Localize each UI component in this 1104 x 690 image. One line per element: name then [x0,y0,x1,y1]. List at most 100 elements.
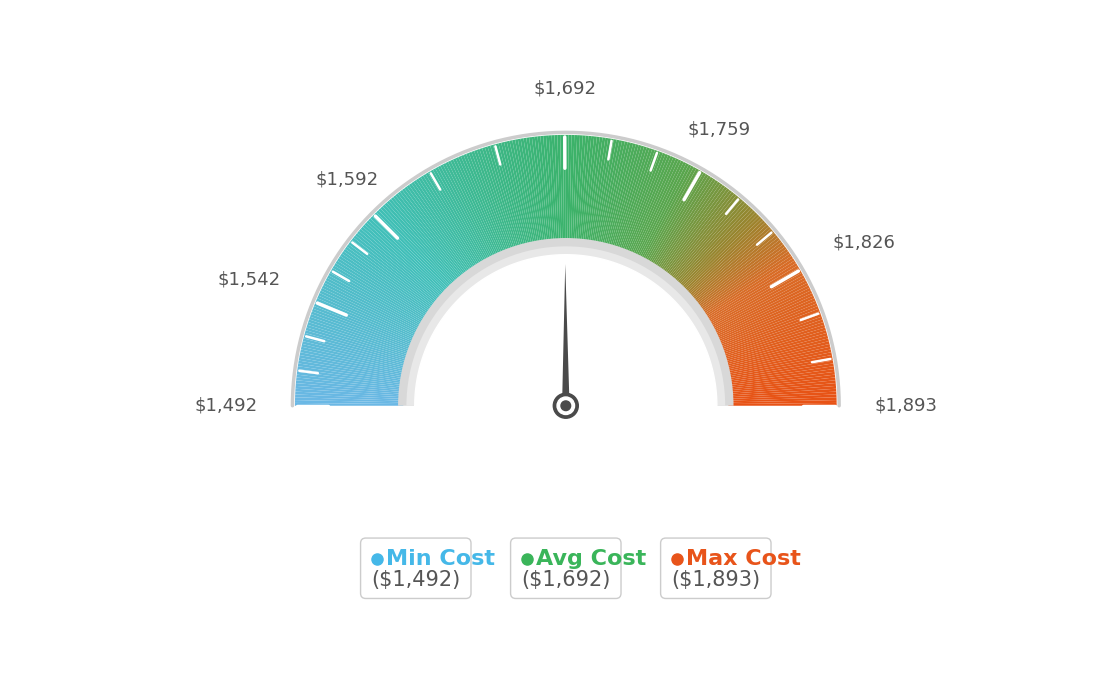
Text: $1,542: $1,542 [217,270,280,288]
Wedge shape [382,204,457,286]
Wedge shape [297,375,404,388]
Wedge shape [534,137,549,244]
Wedge shape [713,290,813,338]
Wedge shape [512,139,535,246]
Wedge shape [605,143,634,248]
Wedge shape [615,147,649,251]
Wedge shape [357,231,442,302]
Text: ($1,893): ($1,893) [671,570,761,590]
Circle shape [553,393,578,418]
Wedge shape [307,325,411,359]
Wedge shape [352,237,438,306]
Wedge shape [321,288,420,337]
Wedge shape [592,138,611,246]
Wedge shape [299,358,406,379]
Wedge shape [367,220,447,296]
Wedge shape [458,156,502,257]
Wedge shape [296,386,404,395]
Wedge shape [660,185,725,274]
Wedge shape [593,139,614,246]
Wedge shape [418,177,479,270]
Wedge shape [728,380,836,392]
Wedge shape [296,383,404,394]
Wedge shape [330,270,425,326]
Wedge shape [298,361,405,380]
Wedge shape [708,273,803,328]
Wedge shape [651,175,711,268]
Wedge shape [602,141,628,248]
Wedge shape [299,355,406,377]
Wedge shape [433,168,488,264]
Wedge shape [443,163,493,261]
Wedge shape [438,166,490,262]
Wedge shape [370,216,449,293]
Wedge shape [329,273,424,328]
Wedge shape [335,263,427,322]
Wedge shape [688,226,771,299]
Wedge shape [421,175,480,268]
Wedge shape [639,164,691,262]
Wedge shape [316,298,416,343]
Wedge shape [453,158,500,258]
Wedge shape [305,331,410,362]
Wedge shape [595,139,616,246]
Wedge shape [567,135,572,244]
Wedge shape [678,210,755,290]
Wedge shape [331,268,426,324]
Wedge shape [406,185,471,274]
Wedge shape [532,137,548,244]
Wedge shape [558,135,562,244]
Wedge shape [715,298,816,343]
Wedge shape [296,377,404,391]
Wedge shape [318,293,418,339]
Wedge shape [599,141,625,247]
Wedge shape [729,400,837,404]
Wedge shape [630,157,676,257]
Wedge shape [728,383,836,394]
Wedge shape [682,216,762,293]
Wedge shape [715,301,817,344]
Wedge shape [679,213,757,290]
Wedge shape [326,278,423,331]
Wedge shape [552,135,559,244]
Wedge shape [711,285,809,335]
Wedge shape [391,197,463,282]
Wedge shape [721,322,825,357]
Wedge shape [355,233,440,304]
Wedge shape [713,293,814,339]
Wedge shape [445,162,495,260]
Wedge shape [705,268,800,324]
Wedge shape [306,328,411,360]
Wedge shape [516,139,537,246]
Wedge shape [710,280,807,332]
Wedge shape [648,172,707,267]
Wedge shape [546,135,555,244]
Wedge shape [677,208,753,288]
Wedge shape [725,352,831,375]
Wedge shape [667,193,736,279]
Wedge shape [626,154,668,255]
Wedge shape [431,170,486,265]
Wedge shape [573,135,580,244]
Wedge shape [672,201,745,284]
Wedge shape [304,335,408,365]
Wedge shape [662,188,730,276]
Wedge shape [346,246,434,312]
Wedge shape [411,181,475,273]
Wedge shape [523,138,542,245]
Wedge shape [448,161,497,259]
Polygon shape [562,264,570,414]
Wedge shape [374,213,453,290]
Wedge shape [361,226,444,299]
Wedge shape [646,170,701,265]
Wedge shape [490,145,522,250]
Wedge shape [364,222,446,297]
Wedge shape [482,147,517,251]
Wedge shape [302,341,408,368]
Wedge shape [296,380,404,392]
Wedge shape [466,153,508,255]
Wedge shape [687,224,769,298]
Wedge shape [402,188,469,276]
Wedge shape [570,135,574,244]
Wedge shape [689,229,773,301]
